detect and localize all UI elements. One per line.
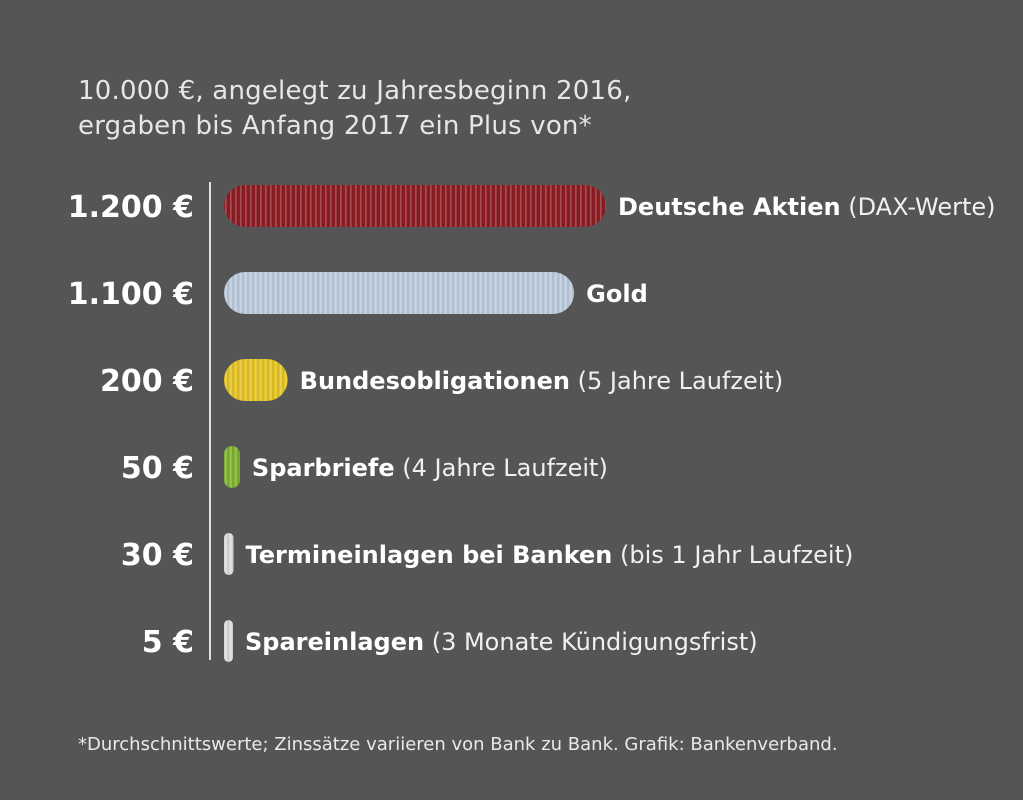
category-detail: (4 Jahre Laufzeit) [402, 454, 608, 482]
category-detail: (3 Monate Kündigungsfrist) [432, 628, 758, 656]
category-detail: (bis 1 Jahr Laufzeit) [620, 541, 853, 569]
bar-texture [224, 185, 606, 227]
category-name: Bundesobligationen [300, 367, 570, 395]
category-label: Bundesobligationen (5 Jahre Laufzeit) [300, 367, 784, 395]
category-detail: (5 Jahre Laufzeit) [578, 367, 784, 395]
bar-texture [224, 446, 240, 488]
category-name: Gold [586, 280, 648, 308]
value-label: 30 € [121, 538, 194, 573]
value-label: 200 € [100, 364, 194, 399]
category-label: Spareinlagen (3 Monate Kündigungsfrist) [245, 628, 758, 656]
category-label: Deutsche Aktien (DAX-Werte) [618, 193, 996, 221]
bar-texture [224, 620, 233, 662]
bar-texture [224, 533, 234, 575]
value-label: 1.100 € [68, 277, 194, 312]
bar-texture [224, 359, 288, 401]
category-name: Sparbriefe [252, 454, 395, 482]
category-detail: (DAX-Werte) [848, 193, 995, 221]
category-label: Termineinlagen bei Banken (bis 1 Jahr La… [246, 541, 854, 569]
category-name: Termineinlagen bei Banken [246, 541, 613, 569]
chart-title-line-2: ergaben bis Anfang 2017 ein Plus von* [78, 111, 592, 141]
footnote: *Durchschnittswerte; Zinssätze variieren… [78, 734, 838, 755]
value-label: 5 € [142, 625, 194, 660]
category-name: Spareinlagen [245, 628, 424, 656]
value-label: 1.200 € [68, 190, 194, 225]
bar-texture [224, 272, 575, 314]
category-label: Gold [586, 280, 648, 308]
value-label: 50 € [121, 451, 194, 486]
category-label: Sparbriefe (4 Jahre Laufzeit) [252, 454, 608, 482]
category-name: Deutsche Aktien [618, 193, 841, 221]
chart-title-line-1: 10.000 €, angelegt zu Jahresbeginn 2016, [78, 76, 632, 106]
